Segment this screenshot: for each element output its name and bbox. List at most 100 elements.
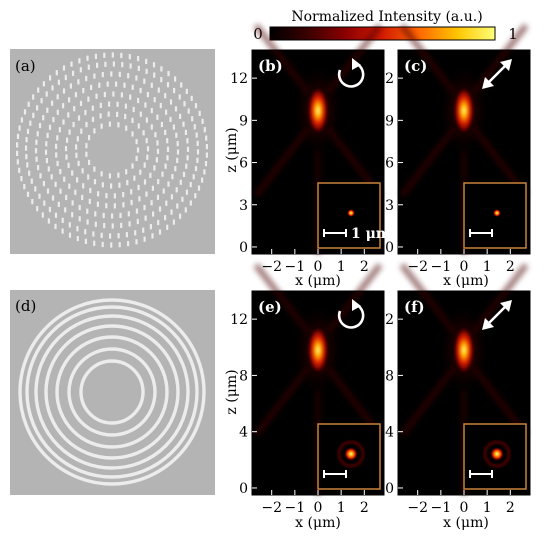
y-tick-label: 12 <box>230 312 248 328</box>
nanohole <box>146 92 149 98</box>
nanohole <box>42 115 45 121</box>
nanohole <box>181 196 184 202</box>
nanohole <box>185 88 188 94</box>
nanohole <box>194 193 197 199</box>
nanohole <box>93 73 96 79</box>
airy-ring <box>337 440 365 468</box>
nanohole <box>166 155 169 161</box>
nanohole <box>58 127 61 133</box>
nanohole <box>51 85 54 91</box>
nanohole <box>158 229 162 235</box>
nanohole <box>104 61 107 67</box>
nanohole <box>23 109 27 115</box>
nanohole <box>64 74 67 81</box>
nanohole <box>68 222 71 228</box>
nanohole <box>184 207 187 213</box>
nanohole <box>85 122 88 128</box>
nanohole <box>191 116 194 122</box>
nanohole <box>109 233 112 239</box>
nanohole <box>196 149 200 155</box>
nanohole <box>151 233 154 239</box>
ring <box>55 335 169 449</box>
nanohole <box>164 93 167 99</box>
nanohole <box>149 172 152 178</box>
nanohole <box>175 187 178 193</box>
nanohole <box>167 71 170 77</box>
panel-label: (c) <box>404 57 427 75</box>
nanohole <box>76 236 79 242</box>
nanohole <box>143 162 146 168</box>
nanohole <box>164 215 167 221</box>
nanohole <box>101 182 104 188</box>
nanohole <box>160 121 163 128</box>
nanohole <box>138 196 141 202</box>
nanohole <box>91 116 95 122</box>
y-tick-label: 0 <box>239 240 248 256</box>
nanohole <box>88 159 91 165</box>
nanohole <box>131 163 134 169</box>
nanohole <box>173 87 176 94</box>
nanohole <box>201 177 204 183</box>
nanohole <box>153 165 156 171</box>
top-row-ylabel: z (μm) <box>224 127 240 172</box>
nanohole <box>183 101 186 107</box>
ring <box>79 359 145 425</box>
x-tick-label: 1 <box>337 500 346 516</box>
y-tick-label: 12 <box>376 71 394 87</box>
nanohole <box>45 141 48 147</box>
nanohole <box>174 106 178 112</box>
nanohole <box>88 135 91 141</box>
nanohole <box>120 52 123 59</box>
nanohole <box>37 87 40 93</box>
nanohole <box>117 233 120 239</box>
nanohole <box>129 63 132 69</box>
nanohole <box>194 166 198 172</box>
y-tick-label: 0 <box>385 240 394 256</box>
panel-d-label: (d) <box>15 297 36 315</box>
nanohole <box>69 83 72 89</box>
nanohole <box>36 131 39 137</box>
x-tick-label: 2 <box>506 259 515 275</box>
nanohole <box>96 62 99 68</box>
nanohole <box>16 159 19 165</box>
nanohole <box>170 209 173 215</box>
nanohole <box>62 103 65 109</box>
nanohole <box>62 119 65 125</box>
panel-d-background <box>10 290 215 495</box>
nanohole <box>143 78 146 84</box>
inset-spot <box>347 209 355 217</box>
nanohole <box>194 103 198 109</box>
nanohole <box>84 238 87 244</box>
nanohole <box>169 99 173 105</box>
nanohole <box>105 193 108 199</box>
nanohole <box>85 75 88 82</box>
focal-spot <box>308 327 328 374</box>
colorbar-min-label: 0 <box>253 25 263 43</box>
nanohole <box>16 133 20 139</box>
scale-bar <box>323 470 347 478</box>
nanohole <box>63 176 66 182</box>
nanohole <box>71 212 74 218</box>
nanohole <box>143 204 146 211</box>
scale-bar <box>469 229 493 237</box>
nanohole <box>26 128 30 134</box>
nanohole <box>38 123 42 129</box>
nanohole <box>46 132 49 138</box>
nanohole <box>167 181 170 187</box>
nanohole <box>176 203 179 209</box>
nanohole <box>86 208 89 214</box>
nanohole <box>196 157 199 163</box>
nanohole <box>100 123 103 129</box>
nanohole <box>101 72 104 78</box>
nanohole <box>99 102 102 108</box>
nanohole <box>46 188 50 194</box>
nanohole <box>85 143 88 149</box>
nanohole <box>190 95 193 101</box>
nanohole <box>166 82 170 88</box>
nanohole <box>145 191 148 197</box>
nanohole <box>135 208 138 214</box>
nanohole <box>122 202 125 208</box>
nanohole <box>54 181 57 187</box>
nanohole <box>68 183 71 189</box>
